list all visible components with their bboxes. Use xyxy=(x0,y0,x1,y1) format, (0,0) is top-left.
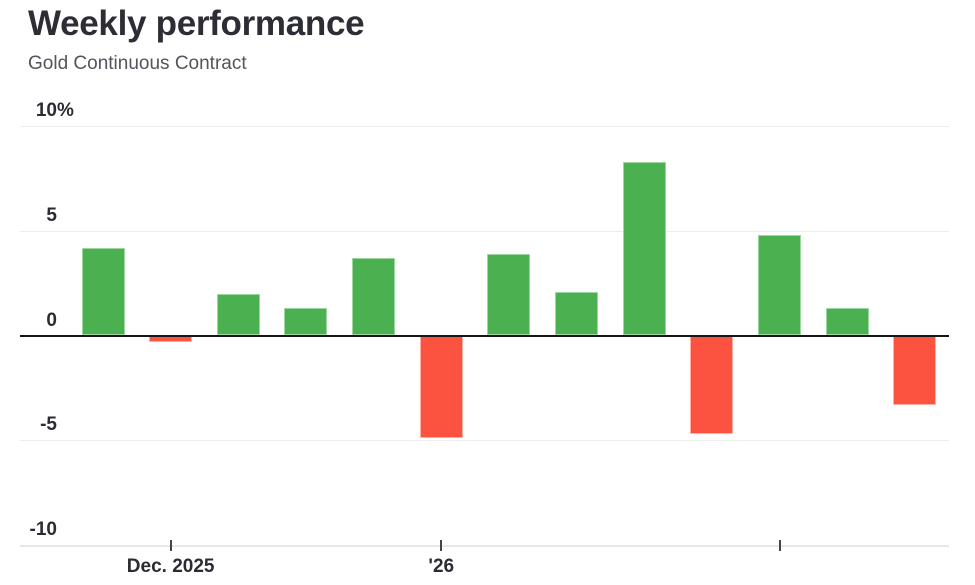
y-axis-label: -10 xyxy=(0,518,57,542)
y-axis-label: 10% xyxy=(0,99,74,123)
bar-positive xyxy=(758,234,801,336)
y-axis-tick-text: 10 xyxy=(35,100,57,121)
bar-negative xyxy=(419,335,463,439)
x-axis-tick xyxy=(778,540,781,551)
y-axis-tick-text: -10 xyxy=(29,519,57,540)
bar-positive xyxy=(284,308,328,336)
y-axis-label: 5 xyxy=(0,204,57,228)
bar-positive xyxy=(352,257,396,336)
x-axis-tick xyxy=(169,540,172,551)
y-axis-label: 0 xyxy=(0,309,57,333)
y-axis-label: -5 xyxy=(0,413,57,437)
x-axis-label: Dec. 2025 xyxy=(126,556,215,577)
bar-negative xyxy=(893,335,937,405)
bar-positive xyxy=(216,293,260,336)
bar-positive xyxy=(825,308,869,336)
chart-title: Weekly performance xyxy=(28,4,365,43)
bar-positive xyxy=(622,161,666,336)
y-axis-unit-suffix: % xyxy=(57,100,74,121)
y-axis-tick-text: 5 xyxy=(46,204,57,226)
bar-positive xyxy=(487,253,531,336)
y-axis-tick-text: 0 xyxy=(46,309,57,331)
gridline xyxy=(20,126,949,127)
x-axis-tick xyxy=(440,540,443,551)
gridline xyxy=(20,440,949,442)
zero-baseline xyxy=(20,334,949,337)
bar-positive xyxy=(81,247,125,336)
x-axis-label: '26 xyxy=(428,556,455,577)
chart-subtitle: Gold Continuous Contract xyxy=(28,53,247,74)
x-axis-line xyxy=(20,545,949,547)
bar-negative xyxy=(690,335,734,434)
gridline xyxy=(20,230,949,232)
y-axis-tick-text: -5 xyxy=(40,414,57,436)
bar-positive xyxy=(555,291,599,336)
